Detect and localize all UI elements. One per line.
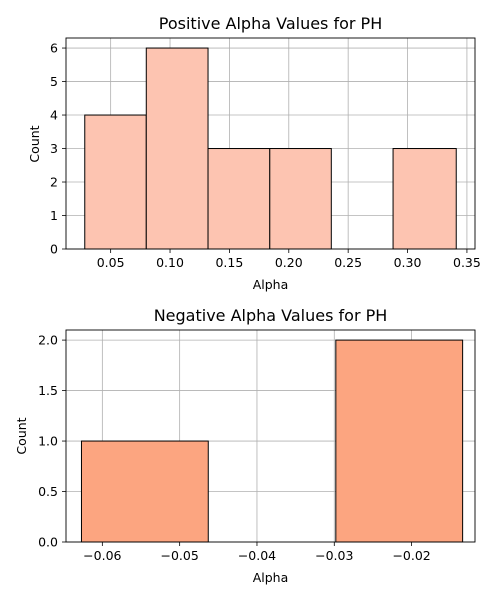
x-tick-label: 0.25: [334, 255, 362, 270]
histogram-bar: [269, 148, 332, 250]
x-tick-label: −0.03: [315, 548, 353, 563]
y-tick-label: 0.0: [38, 535, 58, 550]
x-tick-label: 0.15: [215, 255, 243, 270]
y-tick-label: 6: [50, 41, 58, 56]
chart-title: Positive Alpha Values for PH: [159, 14, 382, 33]
axes-frame: [65, 37, 476, 250]
y-axis-label: Count: [14, 417, 29, 454]
x-axis-label: Alpha: [253, 277, 289, 292]
histogram-bar: [84, 114, 147, 250]
y-tick-label: 5: [50, 74, 58, 89]
y-tick-label: 0.5: [38, 484, 58, 499]
x-tick-label: 0.35: [453, 255, 481, 270]
y-tick-label: 1.5: [38, 383, 58, 398]
x-tick-label: −0.06: [83, 548, 121, 563]
y-tick-label: 3: [50, 141, 58, 156]
y-tick-label: 2: [50, 175, 58, 190]
negative-alpha-panel: Negative Alpha Values for PH −0.06 −0.05 −…: [14, 306, 476, 585]
x-tick-label: −0.04: [238, 548, 276, 563]
positive-alpha-panel: Positive Alpha Values for PH 0.05 0.10 0.1…: [27, 14, 481, 292]
x-tick-label: 0.20: [275, 255, 303, 270]
y-tick-label: 4: [50, 108, 58, 123]
histogram-bar: [392, 148, 457, 250]
histogram-bar: [207, 148, 271, 250]
x-tick-label: −0.05: [160, 548, 198, 563]
y-axis-label: Count: [27, 125, 42, 162]
histogram-bar: [145, 47, 209, 250]
y-tick-label: 0: [50, 242, 58, 257]
y-tick-label: 1.0: [38, 434, 58, 449]
y-tick-label: 1: [50, 208, 58, 223]
x-axis-label: Alpha: [253, 570, 289, 585]
y-tick-label: 2.0: [38, 333, 58, 348]
x-tick-label: 0.10: [156, 255, 184, 270]
x-tick-label: −0.02: [392, 548, 430, 563]
histogram-bar: [80, 440, 209, 543]
axes-frame: [65, 329, 476, 543]
histogram-bar: [335, 339, 464, 543]
x-tick-label: 0.05: [97, 255, 125, 270]
x-tick-label: 0.30: [394, 255, 422, 270]
chart-title: Negative Alpha Values for PH: [154, 306, 388, 325]
